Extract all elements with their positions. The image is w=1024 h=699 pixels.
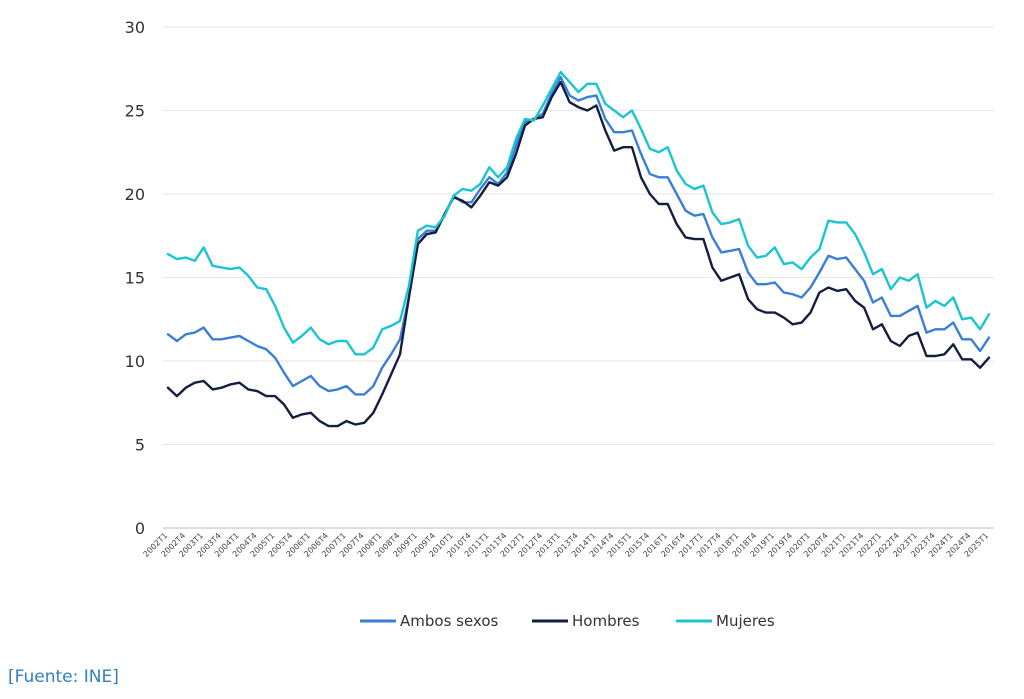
y-tick-label: 15 — [125, 269, 145, 288]
y-tick-label: 20 — [125, 185, 145, 204]
gridlines — [163, 26, 994, 445]
legend: Ambos sexos Hombres Mujeres — [360, 612, 775, 630]
y-tick-label: 30 — [125, 18, 145, 37]
legend-label: Ambos sexos — [400, 612, 499, 630]
source-note: [Fuente: INE] — [8, 667, 119, 687]
y-axis-ticks: 0 5 10 15 20 25 30 — [125, 18, 145, 538]
series-line-0 — [166, 75, 991, 396]
series-lines — [166, 70, 991, 428]
y-tick-label: 0 — [135, 519, 145, 538]
x-axis-ticks: 2002T12002T42003T12003T42004T12004T42005… — [142, 531, 991, 559]
y-tick-label: 10 — [125, 352, 145, 371]
y-tick-label: 5 — [135, 436, 145, 455]
y-tick-label: 25 — [125, 102, 145, 121]
series-line-1 — [166, 80, 991, 428]
legend-label: Hombres — [572, 612, 640, 630]
line-chart: 0 5 10 15 20 25 30 2002T12002T42003T12003T4200… — [125, 18, 994, 630]
series-line-2 — [166, 70, 991, 356]
legend-label: Mujeres — [716, 612, 775, 630]
